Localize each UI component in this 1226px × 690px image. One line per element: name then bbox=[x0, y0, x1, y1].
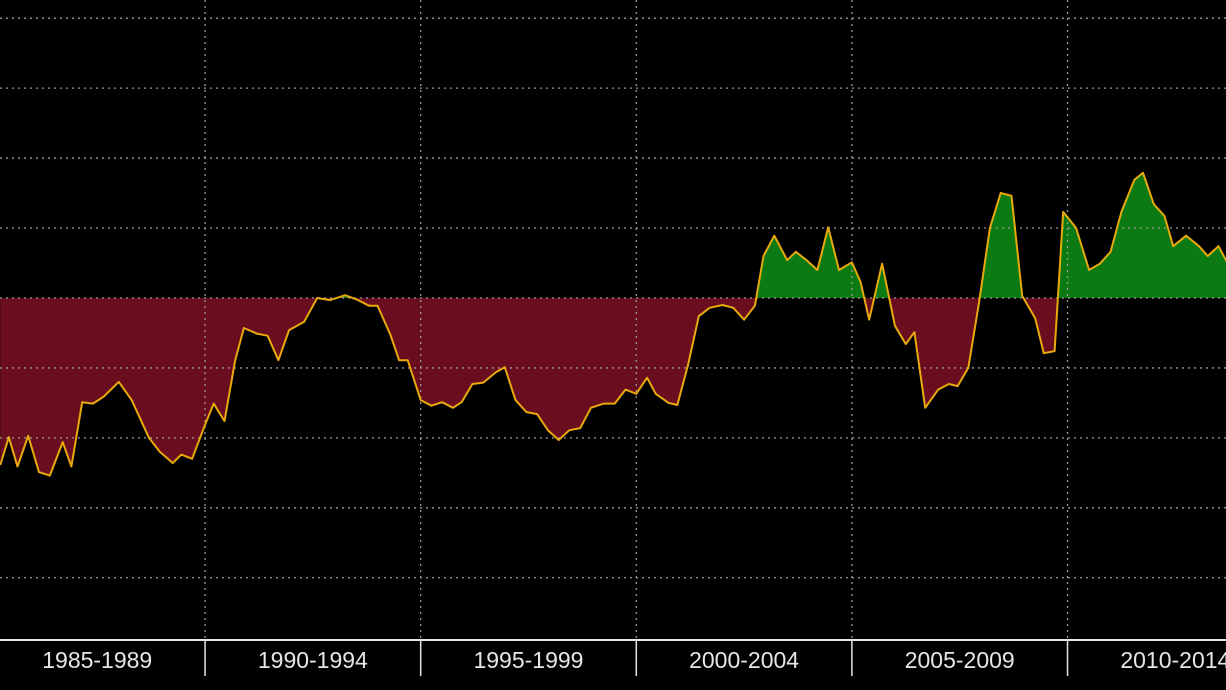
x-tick-label: 1985-1989 bbox=[42, 647, 152, 673]
positive-area bbox=[0, 172, 1226, 298]
line bbox=[0, 171, 1226, 477]
x-tick-label: 1990-1994 bbox=[258, 647, 368, 673]
x-tick-label: 2000-2004 bbox=[689, 647, 799, 673]
x-tick-label: 1995-1999 bbox=[473, 647, 583, 673]
negative-area bbox=[0, 297, 1058, 476]
x-tick-label: 2005-2009 bbox=[905, 647, 1015, 673]
x-tick-label: 2010-2014 bbox=[1120, 647, 1226, 673]
